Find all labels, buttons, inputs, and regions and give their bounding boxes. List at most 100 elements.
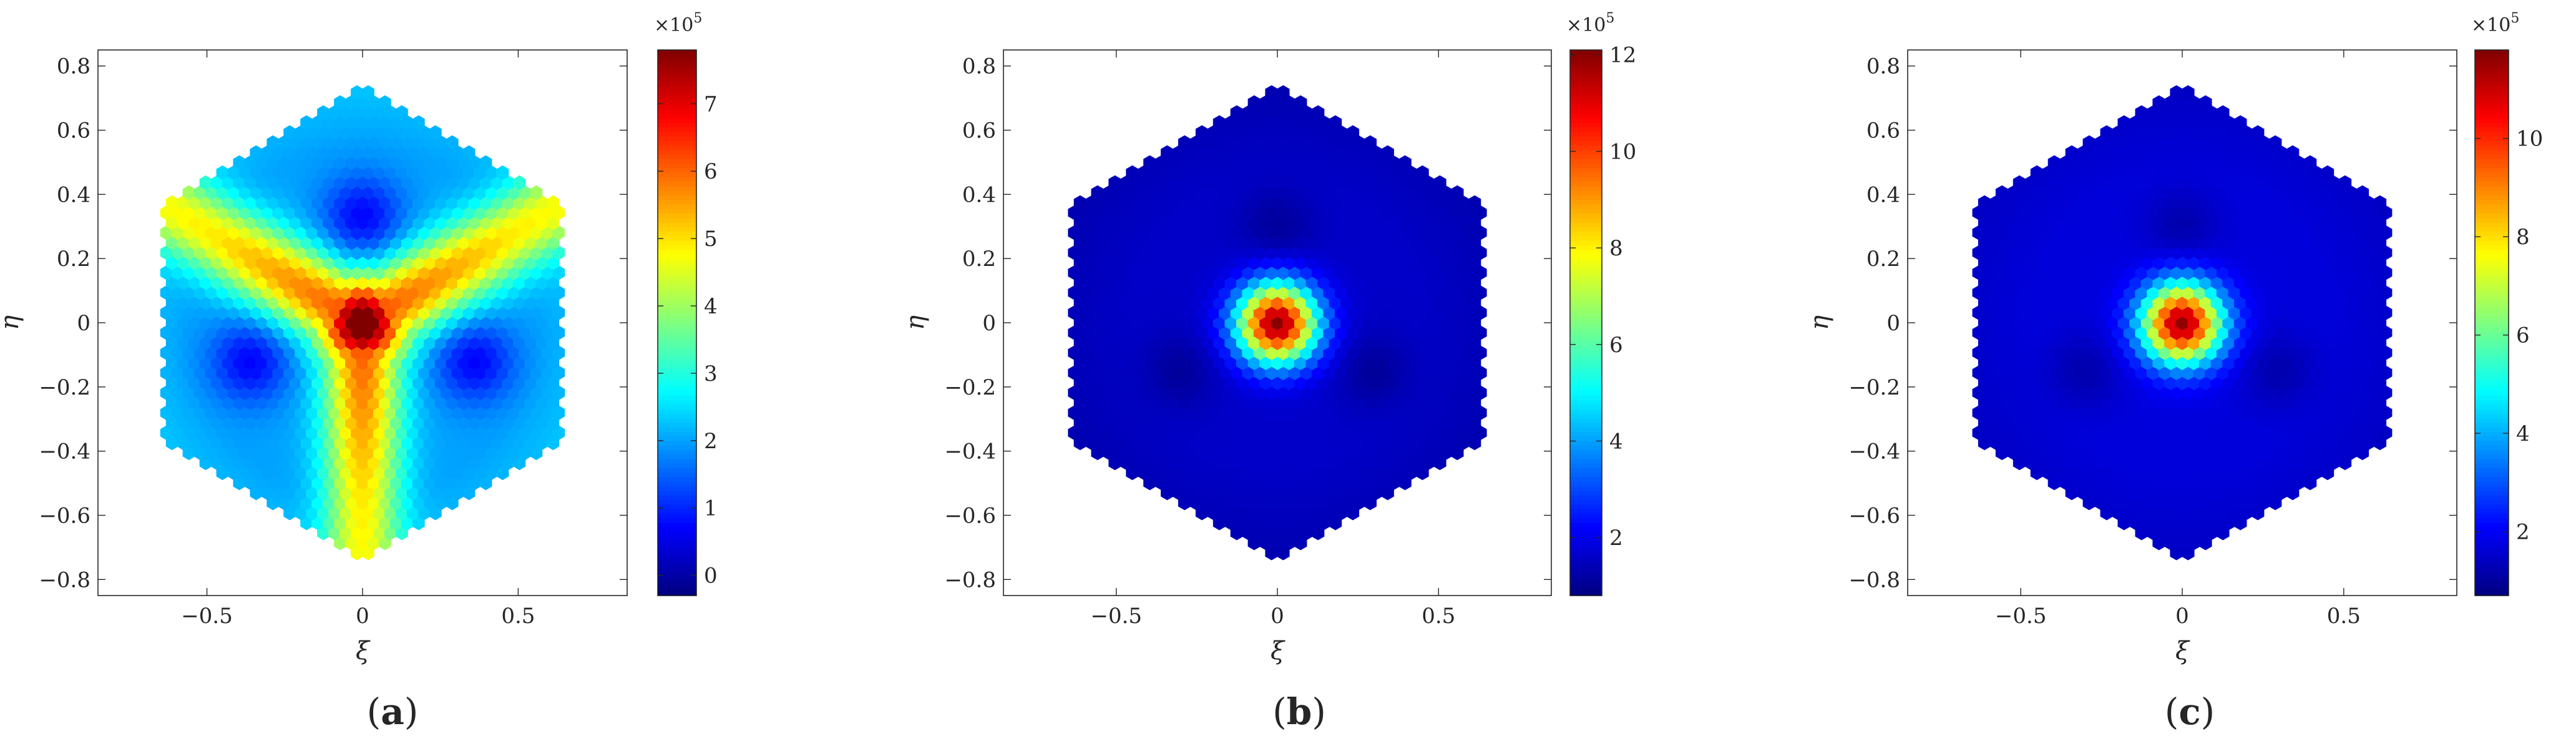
panel-caption-letter: c (2178, 690, 2200, 733)
colorbar-segment (658, 473, 696, 478)
colorbar-segment (1570, 277, 1602, 283)
heatmap-cell (412, 115, 425, 130)
colorbar-segment (658, 386, 696, 392)
colorbar-tick-label: 8 (2516, 225, 2530, 250)
colorbar-segment (2475, 200, 2509, 205)
y-tick-label: −0.6 (1848, 503, 1900, 528)
x-tick-label: 0 (1271, 604, 1284, 629)
heatmap-cell (233, 155, 246, 170)
colorbar-segment (2475, 291, 2509, 297)
colorbar-segment (2475, 86, 2509, 92)
colorbar-segment (1570, 59, 1602, 64)
colorbar-segment (1570, 436, 1602, 442)
colorbar-segment (658, 186, 696, 192)
y-tick-label: 0 (1886, 311, 1900, 336)
colorbar-segment (658, 309, 696, 315)
colorbar-segment (658, 454, 696, 460)
y-tick-label: −0.2 (944, 375, 996, 400)
heatmap-cell (2268, 135, 2282, 150)
colorbar-segment (658, 368, 696, 373)
colorbar-segment (658, 164, 696, 169)
y-axis-label: η (0, 315, 24, 330)
colorbar-segment (2475, 550, 2509, 556)
colorbar-segment (1570, 113, 1602, 119)
heatmap-cell (513, 175, 526, 190)
colorbar-segment (658, 213, 696, 219)
colorbar-segment (2475, 523, 2509, 528)
colorbar-segment (658, 172, 696, 178)
colorbar-segment (658, 532, 696, 537)
x-tick-label: 0.5 (2327, 604, 2361, 629)
colorbar-segment (658, 413, 696, 419)
colorbar-tick-label: 1 (704, 496, 718, 521)
y-tick-label: 0.4 (57, 182, 90, 207)
heatmap-cell (1398, 155, 1412, 170)
colorbar-segment (1570, 582, 1602, 587)
colorbar-segment (1570, 186, 1602, 192)
colorbar-tick-label: 6 (2516, 323, 2530, 348)
colorbar-segment (658, 100, 696, 106)
x-tick-label: −0.5 (1090, 604, 1142, 629)
colorbar-segment (1570, 463, 1602, 469)
colorbar-segment (658, 122, 696, 128)
colorbar-segment (2475, 486, 2509, 492)
x-tick-label: 0.5 (501, 604, 535, 629)
heatmap-cell (1995, 185, 2009, 200)
colorbar-segment (1570, 481, 1602, 487)
colorbar-segment (2475, 381, 2509, 387)
colorbar-segment (2475, 263, 2509, 269)
y-tick-label: −0.8 (39, 567, 90, 592)
x-axis-label: ξ (1271, 637, 1286, 665)
x-axis-label: ξ (356, 637, 371, 665)
colorbar-segment (1570, 104, 1602, 110)
heatmap-cell (2152, 95, 2165, 110)
heatmap-cell (1364, 135, 1377, 150)
heatmap-field (1972, 85, 2393, 561)
colorbar-segment (1570, 550, 1602, 556)
colorbar-segment (1570, 122, 1602, 128)
colorbar-segment (658, 113, 696, 119)
colorbar-segment (658, 95, 696, 101)
colorbar-segment (1570, 568, 1602, 574)
colorbar-segment (1570, 209, 1602, 214)
colorbar-segment (2475, 282, 2509, 287)
colorbar-segment (658, 509, 696, 514)
colorbar-multiplier: ×105 (1566, 11, 1614, 36)
y-tick-label: 0.6 (962, 119, 996, 144)
colorbar-segment (1570, 313, 1602, 319)
colorbar-segment (658, 291, 696, 297)
heatmap-cell (1450, 185, 1464, 200)
colorbar-segment (1570, 300, 1602, 305)
colorbar-segment (2475, 473, 2509, 478)
y-tick-label: 0.8 (962, 54, 996, 79)
colorbar-segment (2475, 441, 2509, 446)
colorbar-segment (2475, 395, 2509, 401)
colorbar-multiplier: ×105 (654, 11, 702, 36)
colorbar-segment (2475, 413, 2509, 419)
colorbar-segment (658, 318, 696, 323)
colorbar-segment (2475, 168, 2509, 174)
colorbar-segment (1570, 486, 1602, 492)
colorbar-multiplier-base: ×10 (2471, 14, 2510, 36)
colorbar-segment (2475, 577, 2509, 582)
colorbar-segment (658, 572, 696, 578)
colorbar-tick-label: 4 (1609, 429, 1623, 454)
colorbar-segment (658, 391, 696, 396)
heatmap-cell (2065, 145, 2079, 160)
colorbar-segment (2475, 504, 2509, 510)
colorbar-segment (658, 409, 696, 415)
colorbar-segment (658, 373, 696, 378)
heatmap-cell (1230, 105, 1244, 120)
colorbar-segment (658, 491, 696, 496)
colorbar-segment (658, 427, 696, 433)
colorbar-segment (658, 359, 696, 365)
y-tick-label: 0.2 (57, 247, 90, 272)
colorbar-segment (658, 423, 696, 428)
panel-caption-letter: a (381, 690, 404, 733)
colorbar-tick-label: 0 (704, 564, 718, 589)
colorbar-segment (658, 145, 696, 151)
colorbar-segment (2475, 227, 2509, 233)
colorbar-segment (658, 459, 696, 464)
colorbar-segment (658, 50, 696, 56)
colorbar-segment (658, 431, 696, 437)
